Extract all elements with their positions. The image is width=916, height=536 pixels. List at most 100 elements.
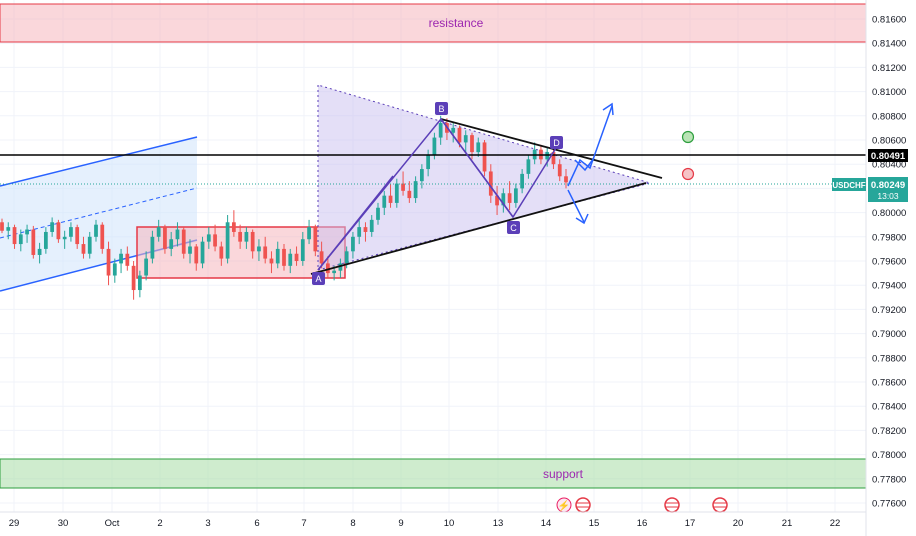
marker-d <box>550 136 563 149</box>
x-tick-label: 7 <box>301 518 306 529</box>
symbol-text: USDCHF <box>832 181 865 190</box>
candle-body <box>275 248 280 264</box>
flash-glyph: ⚡ <box>558 499 570 512</box>
candle-body <box>507 193 512 203</box>
candle-body <box>526 159 531 174</box>
candle-body <box>557 164 562 177</box>
marker-a <box>312 272 325 285</box>
candle-body <box>338 263 343 271</box>
candle-body <box>56 222 61 240</box>
y-tick-label: 0.78800 <box>872 353 906 364</box>
time-axis[interactable]: 29 30 Oct 2 3 6 7 8 9 10 13 14 15 16 17 20 21 22 <box>0 511 866 529</box>
y-tick-label: 0.78200 <box>872 426 906 437</box>
candle-body <box>225 222 230 259</box>
x-tick-label: 20 <box>733 518 744 529</box>
projection-arrows <box>567 102 614 225</box>
candle-body <box>426 154 431 170</box>
candle-body <box>488 171 493 196</box>
x-tick-label: Oct <box>105 518 120 529</box>
candle-body <box>50 222 55 232</box>
candle-body <box>382 195 387 208</box>
candle-body <box>219 246 224 259</box>
candle-body <box>150 236 155 259</box>
symbol-tag <box>832 178 866 191</box>
candle-body <box>144 258 149 276</box>
y-tick-label: 0.79200 <box>872 305 906 316</box>
candle-body <box>369 219 374 232</box>
current-price-box <box>868 177 908 202</box>
y-tick-label: 0.79800 <box>872 232 906 243</box>
y-tick-label: 0.77600 <box>872 499 906 510</box>
candle-body <box>476 142 481 153</box>
candle-body <box>238 231 243 242</box>
candle-body <box>288 253 293 266</box>
candle-body <box>363 227 368 232</box>
us-flag-icon[interactable] <box>575 497 591 513</box>
abcd-pattern-line-2 <box>440 118 514 218</box>
y-tick-label: 0.79000 <box>872 329 906 340</box>
candle-body <box>94 224 98 237</box>
x-tick-label: 17 <box>685 518 696 529</box>
candle-body <box>181 229 186 254</box>
candle-body <box>495 195 499 206</box>
candle-body <box>156 227 161 237</box>
candle-body <box>401 183 405 191</box>
candle-body <box>106 248 111 276</box>
bearish-signal-icon <box>681 167 695 181</box>
candle-body <box>432 137 437 155</box>
candle-body <box>125 253 130 266</box>
x-tick-label: 6 <box>254 518 259 529</box>
candle-body <box>163 227 167 249</box>
y-tick-label: 0.80000 <box>872 208 906 219</box>
arrow-down-path <box>567 189 585 223</box>
candle-body <box>269 258 274 264</box>
candle-body <box>87 236 92 254</box>
candle-body <box>231 222 236 232</box>
candle-body <box>37 248 42 255</box>
candle-body <box>294 253 299 261</box>
marker-a-label: A <box>315 274 321 284</box>
candle-body <box>319 251 324 264</box>
level-price-box <box>868 149 908 162</box>
candle-body <box>257 246 261 252</box>
y-tick-label: 0.79600 <box>872 257 906 268</box>
price-axis[interactable]: 0.81600 0.81400 0.81200 0.81000 0.80800 0.806… <box>865 0 906 536</box>
candle-body <box>376 207 380 220</box>
y-tick-label: 0.80800 <box>872 111 906 122</box>
x-tick-label: 3 <box>205 518 210 529</box>
support-zone <box>0 458 867 489</box>
us-flag-icon[interactable] <box>664 497 680 513</box>
candle-body <box>137 275 142 291</box>
candle-body <box>451 127 456 133</box>
candle-body <box>407 190 412 199</box>
countdown-text: 13:03 <box>877 191 899 201</box>
candle-body <box>419 169 424 182</box>
candle-body <box>470 135 474 153</box>
arrow-down-head <box>575 213 589 225</box>
marker-b-label: B <box>438 104 444 114</box>
candle-body <box>43 231 48 249</box>
candle-body <box>100 224 105 249</box>
x-tick-label: 14 <box>541 518 552 529</box>
pattern-markers: A B C D <box>312 102 563 285</box>
candle-body <box>25 229 29 235</box>
arrow-up-path <box>567 105 613 187</box>
candle-body <box>332 270 337 274</box>
y-tick-label: 0.81600 <box>872 15 906 26</box>
y-tick-label: 0.80400 <box>872 160 906 171</box>
y-tick-label: 0.78600 <box>872 378 906 389</box>
candle-body <box>520 173 525 189</box>
candle-body <box>551 152 556 165</box>
candles <box>0 115 568 300</box>
current-price-label: USDCHF 0.80249 13:03 <box>832 177 908 202</box>
event-icons: ⚡ <box>556 497 728 513</box>
candle-body <box>250 231 255 252</box>
us-flag-icon[interactable] <box>712 497 728 513</box>
marker-d-label: D <box>553 138 560 148</box>
candle-body <box>282 248 286 266</box>
triangle-lower-line <box>310 182 647 275</box>
level-price-text: 0.80491 <box>871 151 906 162</box>
resistance-label: resistance <box>429 16 484 30</box>
candle-body <box>344 251 349 264</box>
